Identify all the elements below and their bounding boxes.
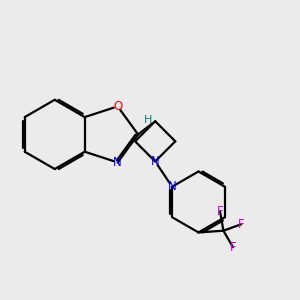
Text: N: N — [168, 180, 176, 193]
Text: F: F — [238, 218, 245, 231]
Text: O: O — [113, 100, 122, 113]
Text: H: H — [144, 115, 152, 125]
Text: F: F — [217, 206, 224, 218]
Text: N: N — [151, 155, 160, 168]
Text: N: N — [113, 156, 122, 169]
Text: F: F — [230, 241, 236, 254]
